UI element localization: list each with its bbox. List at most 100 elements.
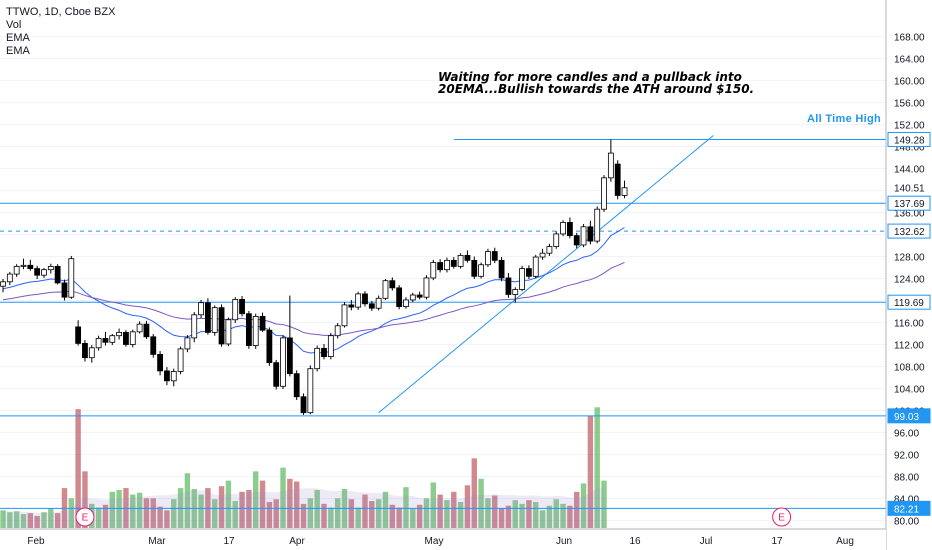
candle-body[interactable] (286, 337, 293, 375)
candle-body[interactable] (437, 262, 444, 271)
candle-body[interactable] (204, 302, 211, 333)
candle-body[interactable] (102, 338, 109, 343)
price-level-label[interactable]: 140.51 (894, 184, 925, 195)
candle-body[interactable] (95, 338, 102, 349)
candle-body[interactable] (403, 299, 409, 307)
candle-body[interactable] (143, 323, 150, 338)
candle-body[interactable] (314, 347, 321, 370)
candle-body[interactable] (75, 326, 82, 344)
candle-body[interactable] (389, 280, 396, 289)
candle-body[interactable] (27, 264, 34, 269)
candle-body[interactable] (245, 313, 252, 347)
candle-body[interactable] (41, 269, 47, 276)
candle-body[interactable] (348, 304, 355, 308)
candle-body[interactable] (252, 316, 259, 347)
candle-body[interactable] (232, 298, 239, 321)
candle-body[interactable] (519, 268, 525, 290)
chart-annotation-text[interactable]: Waiting for more candles and a pullback … (438, 70, 755, 96)
candle-body[interactable] (321, 347, 327, 358)
candle-body[interactable] (614, 163, 621, 196)
candle-body[interactable] (68, 258, 75, 298)
candle-body[interactable] (498, 259, 505, 279)
candle-body[interactable] (259, 316, 266, 331)
candle-body[interactable] (512, 289, 519, 295)
candle-body[interactable] (546, 246, 553, 254)
candle-body[interactable] (191, 314, 198, 339)
legend-ema-fast[interactable]: EMA (6, 32, 30, 44)
candle-body[interactable] (601, 177, 607, 210)
all-time-high-label[interactable]: All Time High (807, 113, 881, 125)
price-level-label[interactable]: 137.69 (894, 199, 925, 210)
candle-body[interactable] (553, 233, 560, 247)
candle-body[interactable] (478, 264, 485, 277)
candle-body[interactable] (54, 265, 61, 284)
legend-symbol[interactable]: TTWO, 1D, Cboe BZX (6, 6, 116, 18)
candle-body[interactable] (560, 221, 566, 235)
candle-body[interactable] (266, 329, 273, 364)
candle-body[interactable] (491, 251, 498, 261)
price-level-label[interactable]: 99.03 (894, 412, 919, 423)
candle-body[interactable] (150, 336, 157, 355)
candle-body[interactable] (355, 293, 362, 308)
candle-body[interactable] (526, 268, 532, 277)
candle-body[interactable] (396, 287, 403, 307)
candle-body[interactable] (157, 353, 163, 372)
candle-body[interactable] (300, 396, 307, 414)
candle-body[interactable] (239, 298, 245, 315)
candle-body[interactable] (341, 304, 348, 327)
candle-body[interactable] (362, 293, 368, 305)
candle-body[interactable] (177, 348, 184, 372)
earnings-marker[interactable] (75, 507, 95, 527)
candle-body[interactable] (471, 259, 478, 277)
candle-body[interactable] (580, 226, 587, 246)
legend-ema-slow[interactable]: EMA (6, 45, 30, 57)
candle-body[interactable] (211, 307, 218, 333)
candle-body[interactable] (225, 319, 232, 345)
candle-body[interactable] (307, 368, 314, 414)
candle-body[interactable] (457, 254, 464, 267)
candle-body[interactable] (573, 235, 580, 246)
candle-body[interactable] (184, 337, 191, 350)
candle-body[interactable] (170, 371, 177, 382)
candle-body[interactable] (13, 265, 20, 275)
candle-body[interactable] (280, 337, 286, 387)
candle-body[interactable] (587, 226, 594, 242)
candle-body[interactable] (82, 342, 88, 359)
candle-body[interactable] (485, 251, 491, 266)
candle-body[interactable] (444, 259, 450, 271)
candle-body[interactable] (20, 264, 27, 267)
candle-body[interactable] (423, 277, 430, 298)
candle-body[interactable] (505, 277, 512, 295)
candle-body[interactable] (334, 325, 341, 337)
candle-body[interactable] (607, 152, 614, 179)
candle-body[interactable] (566, 221, 573, 236)
candle-body[interactable] (594, 208, 601, 242)
candle-body[interactable] (116, 331, 123, 337)
candle-body[interactable] (109, 335, 116, 343)
price-level-label[interactable]: 149.28 (894, 135, 925, 146)
candle-body[interactable] (273, 362, 280, 387)
candle-body[interactable] (464, 254, 471, 261)
legend-volume[interactable]: Vol (6, 19, 22, 31)
candle-body[interactable] (88, 347, 95, 359)
candle-body[interactable] (368, 303, 375, 309)
candle-body[interactable] (123, 331, 129, 345)
candle-body[interactable] (61, 282, 68, 298)
candle-body[interactable] (409, 294, 416, 301)
candle-body[interactable] (136, 323, 143, 333)
candle-body[interactable] (532, 256, 539, 277)
price-level-label[interactable]: 82.21 (894, 504, 919, 515)
candle-body[interactable] (327, 335, 334, 358)
candle-body[interactable] (416, 294, 423, 298)
candle-body[interactable] (539, 252, 546, 258)
ema-slow-line[interactable] (2, 261, 625, 336)
price-level-label[interactable]: 119.69 (894, 298, 924, 309)
earnings-marker[interactable] (772, 507, 792, 527)
candle-body[interactable] (198, 302, 204, 316)
candle-body[interactable] (218, 307, 225, 345)
candle-body[interactable] (621, 187, 628, 196)
candle-body[interactable] (164, 370, 170, 382)
candle-body[interactable] (6, 273, 13, 283)
candle-body[interactable] (293, 373, 300, 398)
